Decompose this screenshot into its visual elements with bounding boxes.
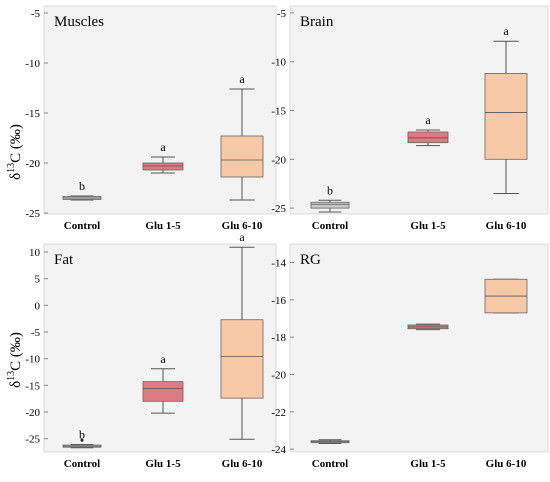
- box-iqr: [484, 73, 528, 160]
- y-tick-label: -16: [271, 295, 286, 307]
- x-category-label: Glu 6-10: [486, 458, 527, 470]
- box-control: b: [62, 179, 102, 201]
- box-glu-6-10: a: [220, 230, 264, 440]
- y-tick-label: -20: [271, 369, 286, 381]
- box-glu-1-5: a: [142, 352, 184, 414]
- y-tick-label: -5: [31, 8, 41, 20]
- panel-title: Brain: [300, 14, 334, 30]
- box-glu-1-5: a: [142, 140, 184, 174]
- significance-label: a: [425, 113, 431, 127]
- box-glu-6-10: [484, 278, 528, 314]
- panel-title: Fat: [54, 252, 74, 268]
- x-category-label: Glu 6-10: [486, 220, 527, 232]
- y-tick-label: -5: [31, 327, 41, 339]
- outlier-point: [80, 438, 84, 442]
- significance-label: a: [160, 352, 166, 366]
- significance-label: a: [503, 24, 509, 38]
- box-iqr: [220, 135, 264, 178]
- panel-title: RG: [300, 252, 321, 268]
- y-tick-label: -22: [271, 407, 286, 419]
- significance-label: b: [327, 183, 333, 197]
- x-category-label: Control: [64, 220, 100, 232]
- box-control: b: [310, 183, 350, 213]
- panel-fat: 10 5 0 -5 -10 -15 -20 -25 Fat b a a Control Glu 1-5 Gl…: [25, 230, 277, 470]
- box-glu-6-10: a: [220, 72, 264, 201]
- significance-label: b: [79, 179, 85, 193]
- box-glu-6-10: a: [484, 24, 528, 194]
- x-category-label: Control: [312, 220, 348, 232]
- significance-label: a: [239, 72, 245, 86]
- y-tick-label: -24: [271, 444, 286, 456]
- y-tick-label: -10: [271, 57, 286, 69]
- y-tick-label: -25: [25, 208, 40, 220]
- y-tick-label: -15: [25, 380, 40, 392]
- y-tick-label: -25: [271, 203, 286, 215]
- y-tick-label: -20: [25, 158, 40, 170]
- y-axis-label-bottom: δ13C (‰): [6, 332, 24, 388]
- box-glu-1-5: [407, 323, 449, 331]
- y-tick-label: 5: [35, 274, 41, 286]
- y-tick-label: -15: [271, 106, 286, 118]
- box-control: b: [62, 428, 102, 449]
- box-iqr: [220, 319, 264, 399]
- y-tick-label: -20: [271, 154, 286, 166]
- x-category-label: Glu 6-10: [222, 220, 263, 232]
- y-tick-label: -18: [271, 332, 286, 344]
- panel-background: [43, 5, 277, 215]
- panel-rg: -14 -16 -18 -20 -22 -24 RG Control Glu 1-5 Glu 6-…: [271, 243, 549, 470]
- x-category-label: Glu 1-5: [145, 458, 181, 470]
- x-category-label: Glu 6-10: [222, 458, 263, 470]
- y-tick-label: -10: [25, 354, 40, 366]
- panel-muscles: -5 -10 -15 -20 -25 Muscles b a a Control Glu 1-5 Gl…: [25, 5, 277, 232]
- box-control: [310, 439, 350, 445]
- x-category-label: Glu 1-5: [410, 458, 446, 470]
- panel-title: Muscles: [54, 14, 104, 30]
- panel-brain: -5 -10 -15 -20 -25 Brain b a a Control Glu 1-5 Glu …: [271, 5, 549, 232]
- y-tick-label: 0: [35, 300, 41, 312]
- x-category-label: Glu 1-5: [410, 220, 446, 232]
- y-tick-label: 10: [29, 247, 41, 259]
- significance-label: a: [239, 230, 245, 244]
- box-iqr: [142, 381, 184, 402]
- y-tick-label: -25: [25, 434, 40, 446]
- y-tick-label: -20: [25, 407, 40, 419]
- box-iqr: [407, 131, 449, 144]
- y-tick-label: -10: [25, 58, 40, 70]
- y-axis-label-top: δ13C (‰): [6, 124, 24, 180]
- x-category-label: Control: [64, 458, 100, 470]
- significance-label: b: [79, 428, 85, 442]
- panel-background: [289, 243, 549, 453]
- x-category-label: Glu 1-5: [145, 220, 181, 232]
- significance-label: a: [160, 140, 166, 154]
- y-tick-label: -14: [271, 257, 286, 269]
- box-glu-1-5: a: [407, 113, 449, 147]
- y-tick-label: -15: [25, 108, 40, 120]
- box-iqr: [310, 201, 350, 209]
- x-category-label: Control: [312, 458, 348, 470]
- y-tick-label: -5: [277, 8, 287, 20]
- box-iqr: [142, 162, 184, 171]
